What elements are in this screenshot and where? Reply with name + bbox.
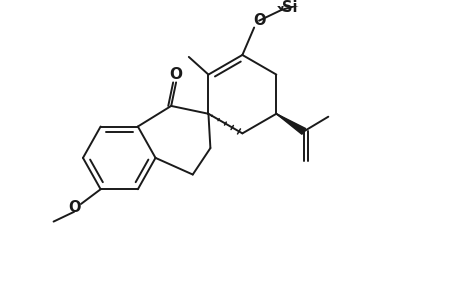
Text: O: O <box>169 67 182 82</box>
Text: Si: Si <box>281 0 297 15</box>
Polygon shape <box>276 114 305 134</box>
Text: O: O <box>252 13 265 28</box>
Text: O: O <box>68 200 80 215</box>
